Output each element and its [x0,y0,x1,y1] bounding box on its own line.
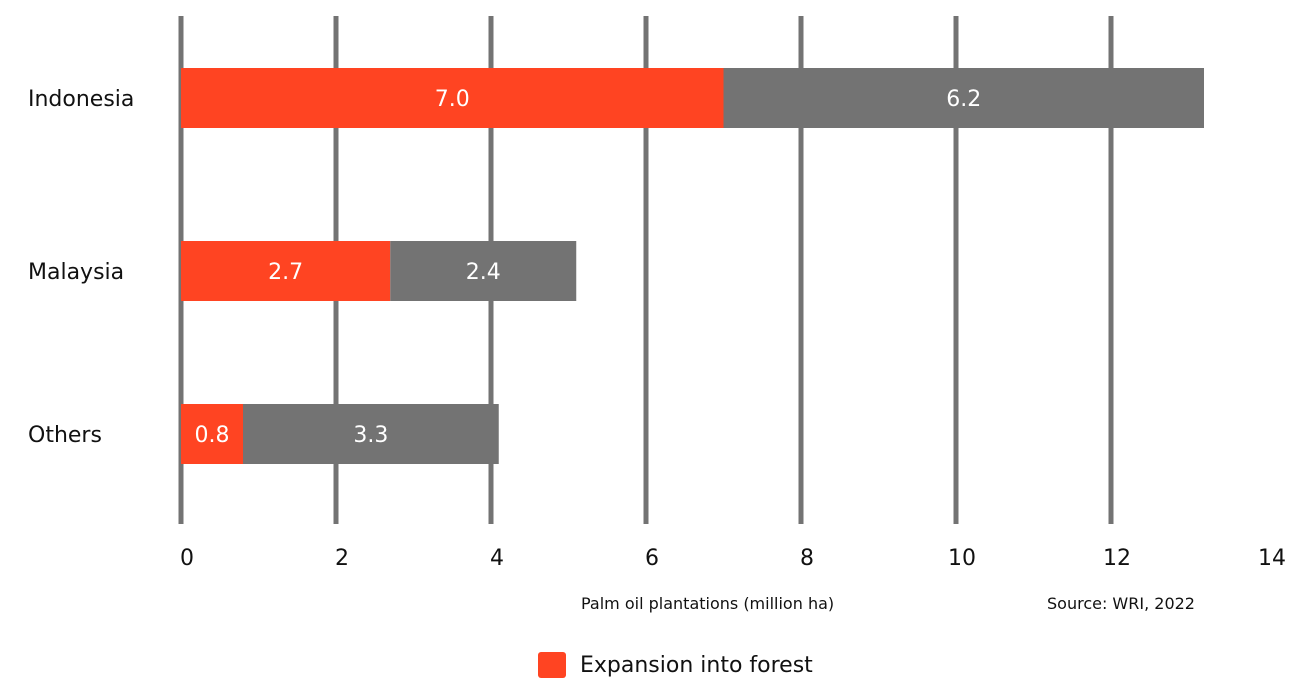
x-tick-label: 4 [490,546,504,571]
x-tick-label: 12 [1103,546,1131,571]
data-label: 2.4 [466,260,501,285]
x-tick-label: 6 [645,546,659,571]
data-label: 3.3 [353,423,388,448]
legend: Expansion into forest [538,652,813,678]
x-tick-label: 2 [335,546,349,571]
x-tick-label: 0 [180,546,194,571]
bar-segment [243,404,499,464]
legend-label-expansion: Expansion into forest [580,652,813,678]
category-label-malaysia: Malaysia [28,260,124,285]
data-label: 0.8 [195,423,230,448]
category-label-indonesia: Indonesia [28,87,134,112]
x-tick-labels: 0 2 4 6 8 10 12 14 [180,546,1286,571]
legend-swatch-expansion [538,652,566,678]
category-label-others: Others [28,423,102,448]
x-tick-label: 10 [948,546,976,571]
category-labels: Indonesia Malaysia Others [28,87,134,448]
x-axis-title: Palm oil plantations (million ha) [581,594,835,613]
bar-segment [181,404,243,464]
source-note: Source: WRI, 2022 [1047,594,1195,613]
bar-segment [723,68,1204,128]
bars [181,68,1204,464]
data-label: 2.7 [268,260,303,285]
bar-labels: 7.0 6.2 2.7 2.4 0.8 3.3 [195,87,982,448]
bar-segment [181,241,391,301]
x-tick-label: 14 [1258,546,1286,571]
bar-segment [390,241,577,301]
data-label: 7.0 [435,87,470,112]
bar-segment [181,68,724,128]
bar-chart: Indonesia Malaysia Others 7.0 6.2 2.7 2.4 0.8 3… [28,16,1286,571]
x-tick-label: 8 [800,546,814,571]
data-label: 6.2 [946,87,981,112]
